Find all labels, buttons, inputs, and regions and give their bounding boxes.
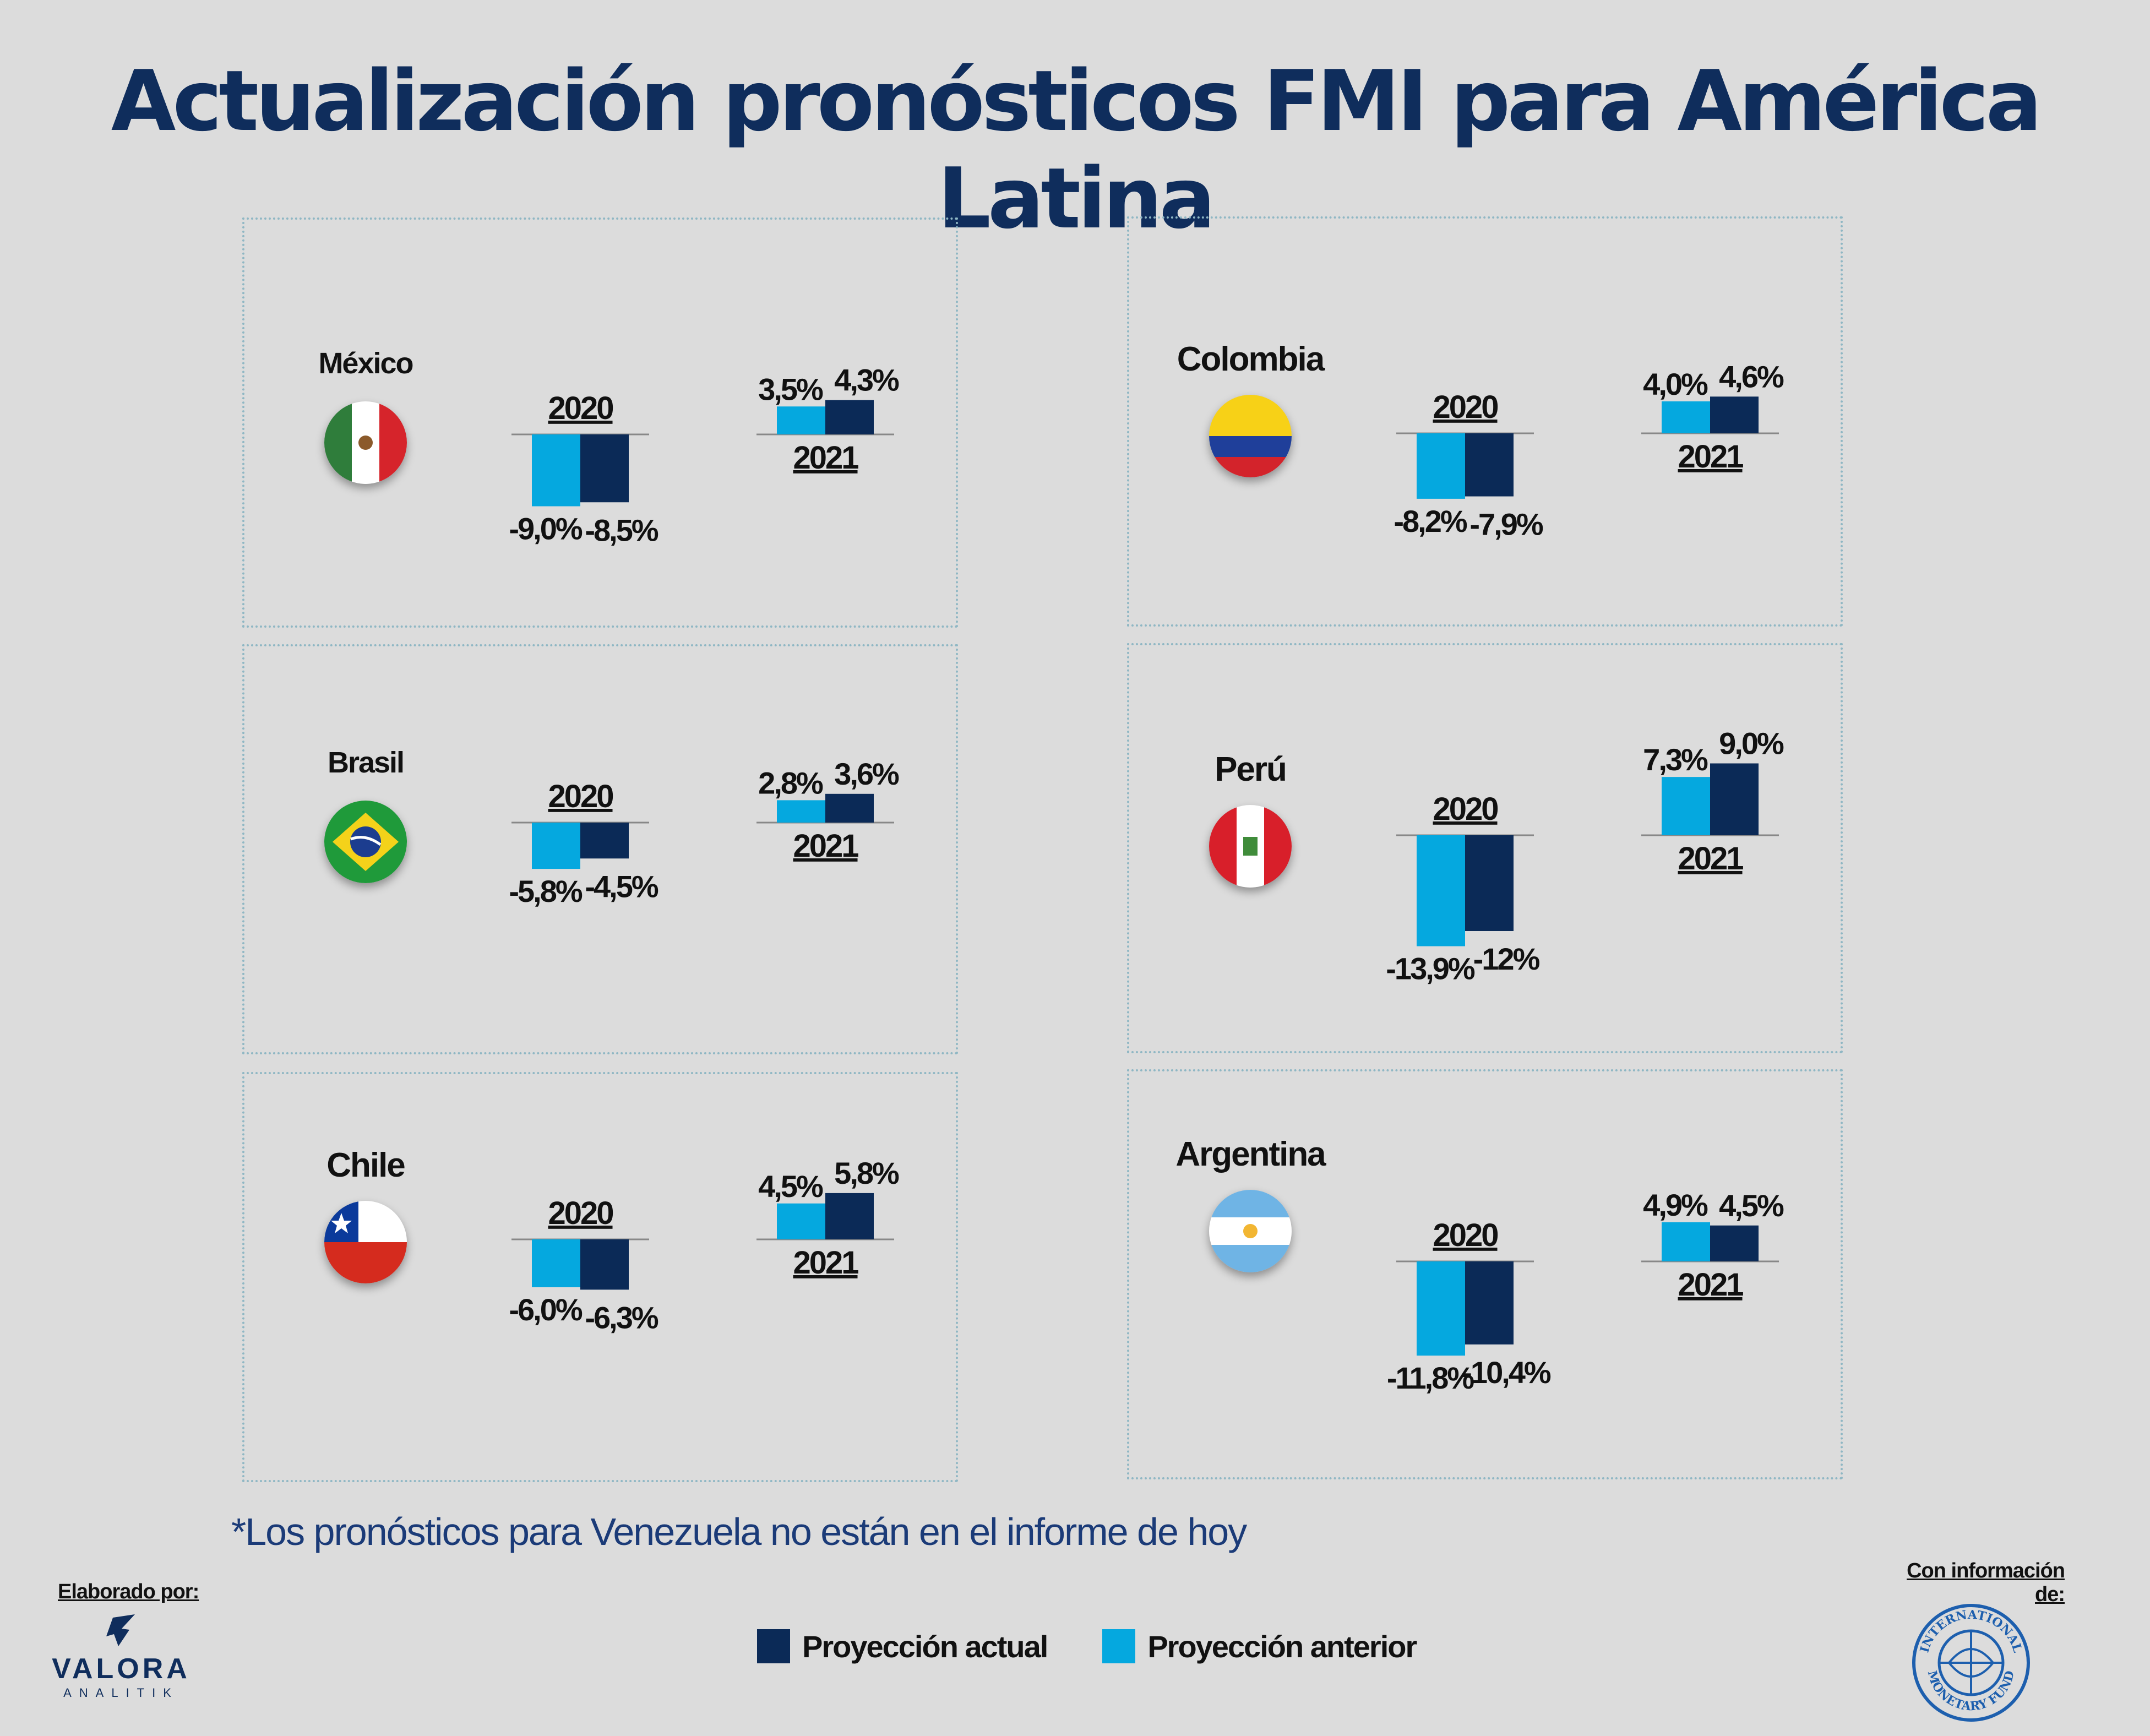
bar-2021-actual xyxy=(1710,763,1759,835)
data-label-2021-actual: 3,6% xyxy=(834,757,899,791)
data-label-2021-actual: 4,3% xyxy=(834,363,899,398)
bar-2020-anterior xyxy=(1417,835,1465,946)
panel-perú: Perú -13,9% -12% 2020 7,3% 9,0% 2021 xyxy=(1127,643,1843,1053)
year-label-2020: 2020 xyxy=(1433,389,1498,425)
legend-swatch-anterior xyxy=(1102,1629,1136,1663)
bar-2021-actual xyxy=(1710,396,1759,433)
data-label-2020-actual: -12% xyxy=(1473,942,1540,976)
bar-2020-actual xyxy=(1465,835,1514,931)
data-label-2021-anterior: 7,3% xyxy=(1643,742,1708,777)
data-label-2020-actual: -7,9% xyxy=(1469,507,1543,542)
bar-2021-actual xyxy=(825,1193,874,1239)
year-label-2021: 2021 xyxy=(793,1245,858,1281)
data-label-2020-actual: -8,5% xyxy=(585,513,658,547)
year-label-2021: 2021 xyxy=(793,440,858,476)
year-label-2021: 2021 xyxy=(1678,439,1743,475)
data-label-2020-actual: -4,5% xyxy=(585,869,658,904)
legend-label-anterior: Proyección anterior xyxy=(1147,1629,1417,1664)
bar-2021-actual xyxy=(1710,1225,1759,1261)
bar-2021-actual xyxy=(825,400,874,434)
data-label-2020-anterior: -13,9% xyxy=(1386,951,1475,986)
data-label-2020-anterior: -6,0% xyxy=(509,1292,582,1327)
data-label-2021-anterior: 3,5% xyxy=(758,372,823,406)
panel-chart: -8,2% -7,9% 2020 4,0% 4,6% 2021 xyxy=(1394,359,1786,542)
bar-2020-anterior xyxy=(532,1239,580,1287)
legend: Proyección actual Proyección anterior xyxy=(757,1627,1471,1666)
globe-icon xyxy=(1939,1631,2003,1695)
bar-2021-anterior xyxy=(777,1203,825,1239)
bar-2021-anterior xyxy=(777,406,825,434)
data-label-2020-anterior: -11,8% xyxy=(1387,1360,1474,1395)
panel-chart: -13,9%-12% 2020 7,3% 9,0% 2021 xyxy=(1386,726,1786,986)
panel-chart: -9,0% -8,5% 2020 3,5% 4,3% 2021 xyxy=(509,363,901,548)
data-label-2021-anterior: 2,8% xyxy=(758,765,823,800)
data-label-2020-anterior: -5,8% xyxy=(509,874,582,908)
panel-brasil: Brasil -5,8% -4,5% 2020 2,8% 3,6% 2021 xyxy=(242,644,958,1054)
year-label-2020: 2020 xyxy=(1433,1217,1498,1253)
bar-2020-actual xyxy=(580,434,629,503)
bar-2020-anterior xyxy=(532,434,580,507)
year-label-2020: 2020 xyxy=(1433,791,1498,827)
bar-2020-actual xyxy=(1465,433,1514,497)
panel-argentina: Argentina -11,8% -10,4% 2020 4,9% 4,5% 2021 xyxy=(1127,1069,1843,1479)
data-label-2021-actual: 9,0% xyxy=(1719,726,1784,761)
panel-méxico: México -9,0% -8,5% 2020 3,5% 4,3% 2021 xyxy=(242,217,958,628)
valora-logo-sub: ANALITIK xyxy=(63,1686,179,1700)
bar-2020-actual xyxy=(1465,1261,1514,1345)
bar-2020-actual xyxy=(580,1239,629,1290)
year-label-2020: 2020 xyxy=(548,390,613,426)
panel-colombia: Colombia -8,2% -7,9% 2020 4,0% 4,6% 2021 xyxy=(1127,216,1843,627)
country-name: México xyxy=(318,347,413,380)
panel-chart: -11,8%-10,4% 2020 4,9% 4,5% 2021 xyxy=(1387,1188,1786,1395)
bar-2020-anterior xyxy=(532,823,580,869)
credit-label-right: Con información de: xyxy=(1907,1559,2065,1606)
legend-item-actual: Proyección actual xyxy=(757,1629,1048,1664)
bar-2020-anterior xyxy=(1417,1261,1465,1356)
imf-logo: INTERNATIONAL MONETARY FUND xyxy=(1912,1604,2030,1722)
bar-2021-anterior xyxy=(777,800,825,823)
year-label-2020: 2020 xyxy=(548,1195,613,1231)
data-label-2021-anterior: 4,9% xyxy=(1643,1188,1708,1222)
panel-chile: Chile -6,0% -6,3% 2020 4,5% 5,8% 2021 xyxy=(242,1072,958,1482)
country-name: Brasil xyxy=(327,746,405,779)
country-name: Perú xyxy=(1215,750,1287,788)
page-title: Actualización pronósticos FMI para Améri… xyxy=(111,52,2042,247)
data-label-2020-anterior: -8,2% xyxy=(1394,504,1467,538)
country-name: Colombia xyxy=(1177,340,1325,378)
year-label-2021: 2021 xyxy=(1678,1267,1743,1303)
bar-2021-actual xyxy=(825,793,874,823)
footnote: *Los pronósticos para Venezuela no están… xyxy=(231,1510,1247,1553)
data-label-2021-actual: 4,6% xyxy=(1719,359,1784,394)
country-name: Chile xyxy=(326,1146,406,1184)
bar-2020-anterior xyxy=(1417,433,1465,499)
bar-2021-anterior xyxy=(1662,401,1710,433)
valora-logo-name: VALORA xyxy=(52,1653,190,1685)
panel-chart: -5,8% -4,5% 2020 2,8% 3,6% 2021 xyxy=(509,757,901,908)
credit-label-left: Elaborado por: xyxy=(58,1580,199,1603)
legend-swatch-actual xyxy=(757,1629,790,1663)
bar-2021-anterior xyxy=(1662,1222,1710,1261)
country-name: Argentina xyxy=(1175,1135,1326,1173)
valora-logo: VALORA ANALITIK xyxy=(52,1614,190,1700)
data-label-2021-anterior: 4,5% xyxy=(758,1169,823,1204)
data-label-2020-actual: -6,3% xyxy=(585,1300,658,1335)
valora-logo-icon xyxy=(106,1614,135,1646)
data-label-2021-anterior: 4,0% xyxy=(1643,367,1708,401)
panel-chart: -6,0% -6,3% 2020 4,5% 5,8% 2021 xyxy=(509,1156,901,1335)
bar-2021-anterior xyxy=(1662,777,1710,835)
year-label-2020: 2020 xyxy=(548,779,613,814)
data-label-2020-anterior: -9,0% xyxy=(509,511,582,546)
data-label-2020-actual: -10,4% xyxy=(1462,1355,1551,1390)
legend-item-anterior: Proyección anterior xyxy=(1102,1629,1417,1664)
year-label-2021: 2021 xyxy=(1678,841,1743,877)
data-label-2021-actual: 5,8% xyxy=(834,1156,899,1190)
year-label-2021: 2021 xyxy=(793,828,858,864)
brazil-flag-icon xyxy=(324,801,407,883)
data-label-2021-actual: 4,5% xyxy=(1719,1188,1784,1223)
bar-2020-actual xyxy=(580,823,629,859)
legend-label-actual: Proyección actual xyxy=(802,1629,1048,1664)
